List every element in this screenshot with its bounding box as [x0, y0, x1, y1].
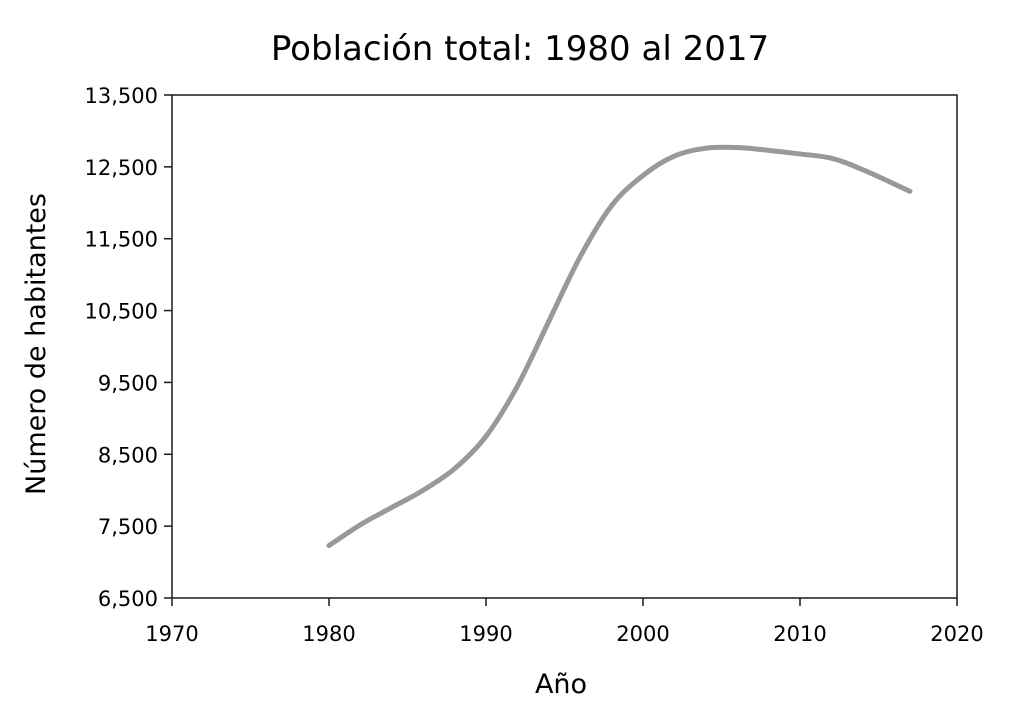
- plot-frame: [171, 94, 958, 599]
- data-point: [358, 522, 363, 528]
- x-axis-label: Año: [535, 669, 587, 700]
- data-point: [672, 153, 677, 159]
- y-tick-label: 10,500: [85, 300, 158, 324]
- data-point: [703, 145, 709, 151]
- y-tick-label: 8,500: [98, 443, 158, 467]
- population-series-line: [326, 144, 913, 549]
- data-point: [389, 505, 395, 510]
- data-point: [797, 151, 803, 157]
- data-point: [420, 487, 426, 493]
- y-tick-label: 12,500: [85, 156, 158, 180]
- series-layer: [326, 144, 913, 549]
- data-point: [546, 319, 552, 324]
- data-point: [609, 203, 614, 208]
- y-tick-label: 9,500: [98, 371, 158, 395]
- x-tick-label: 2010: [773, 622, 826, 646]
- data-point: [640, 173, 646, 178]
- data-point: [483, 434, 489, 439]
- data-point: [452, 466, 457, 471]
- data-point: [734, 145, 740, 150]
- data-point: [829, 155, 834, 161]
- x-tick-label: 1990: [459, 622, 512, 646]
- y-tick-label: 13,500: [85, 84, 158, 108]
- data-point: [515, 383, 520, 389]
- chart-title: Población total: 1980 al 2017: [271, 29, 769, 69]
- data-point: [577, 254, 583, 259]
- x-tick-label: 1970: [145, 622, 198, 646]
- data-point: [907, 188, 913, 194]
- data-point: [326, 543, 332, 548]
- data-point: [860, 167, 866, 173]
- y-tick-label: 7,500: [98, 515, 158, 539]
- y-axis-label: Número de habitantes: [21, 193, 52, 495]
- x-tick-label: 1980: [302, 622, 355, 646]
- y-tick-label: 11,500: [85, 228, 158, 252]
- x-axis: 1970 1980 1990 2000 2010 2020: [145, 598, 984, 646]
- y-axis: 6,500 7,500 8,500 9,500 10,500 11,500 12,500 13…: [85, 84, 172, 611]
- y-tick-label: 6,500: [98, 587, 158, 611]
- x-tick-label: 2020: [930, 622, 983, 646]
- data-point: [766, 148, 771, 153]
- x-tick-label: 2000: [616, 622, 669, 646]
